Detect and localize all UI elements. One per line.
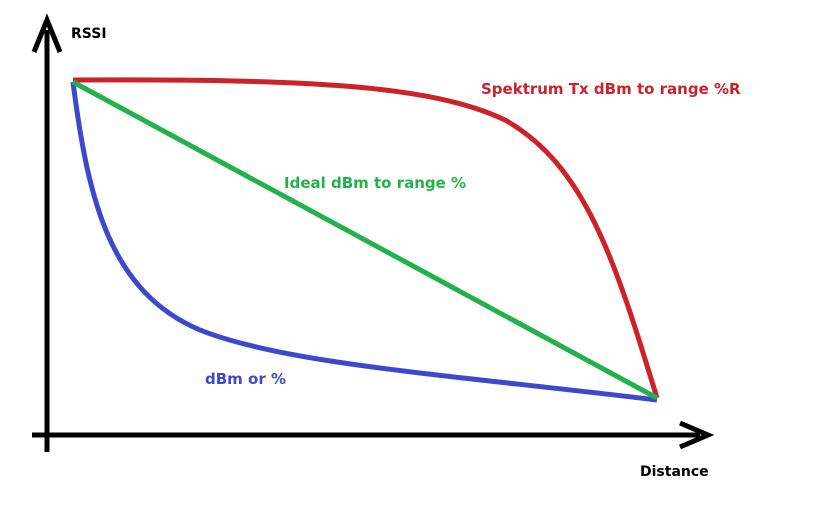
green-line-label: Ideal dBm to range % [284, 174, 467, 192]
x-axis-arrowhead [679, 420, 715, 450]
red-curve [72, 77, 660, 399]
x-axis-label: Distance [640, 464, 709, 480]
red-curve-label: Spektrum Tx dBm to range %R [481, 80, 741, 98]
y-axis-label: RSSI [71, 26, 107, 42]
y-axis-arrowhead [31, 13, 63, 53]
green-line [71, 79, 659, 401]
blue-curve [70, 81, 658, 403]
blue-curve-label: dBm or % [205, 370, 286, 388]
